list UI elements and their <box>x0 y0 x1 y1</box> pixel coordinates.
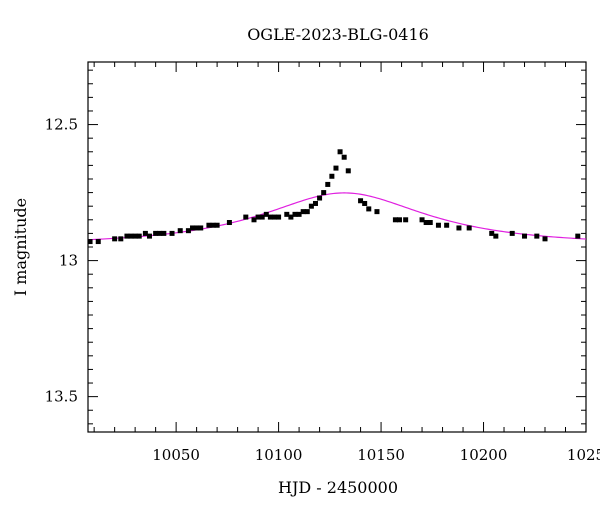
y-tick-label: 12.5 <box>45 116 78 134</box>
data-point <box>534 233 540 239</box>
data-point <box>128 233 134 239</box>
chart-title: OGLE-2023-BLG-0416 <box>247 25 429 44</box>
data-point <box>161 230 167 236</box>
data-point <box>321 190 327 196</box>
data-point <box>194 225 200 231</box>
x-axis-label: HJD - 2450000 <box>278 478 398 497</box>
data-point <box>341 154 347 160</box>
data-point <box>296 211 302 217</box>
data-point <box>95 239 101 245</box>
data-point <box>153 230 159 236</box>
y-axis-ticks <box>88 69 586 425</box>
y-axis-tick-labels: 12.5 13 13.5 <box>45 116 78 406</box>
data-point <box>304 209 310 215</box>
data-point <box>345 168 351 174</box>
data-point <box>190 225 196 231</box>
data-point <box>374 209 380 215</box>
data-point <box>226 220 232 226</box>
data-point <box>112 236 118 242</box>
data-point <box>427 220 433 226</box>
data-point <box>177 228 183 234</box>
data-point <box>288 214 294 220</box>
data-point <box>435 222 441 228</box>
data-point <box>157 230 163 236</box>
data-point <box>198 225 204 231</box>
plot-frame <box>87 61 587 433</box>
data-point <box>255 214 261 220</box>
data-point <box>358 198 364 204</box>
data-point <box>206 222 212 228</box>
data-point <box>366 206 372 212</box>
data-point <box>575 233 581 239</box>
data-point <box>267 214 273 220</box>
data-point <box>333 165 339 171</box>
data-point <box>493 233 499 239</box>
y-tick-label: 13 <box>59 252 78 270</box>
data-point <box>403 217 409 223</box>
data-point <box>423 220 429 226</box>
data-point <box>259 214 265 220</box>
data-points <box>87 149 581 245</box>
data-point <box>392 217 398 223</box>
data-point <box>362 200 368 206</box>
data-point <box>169 230 175 236</box>
data-point <box>397 217 403 223</box>
data-point <box>419 217 425 223</box>
data-point <box>466 225 472 231</box>
data-point <box>136 233 142 239</box>
data-point <box>124 233 130 239</box>
data-point <box>263 211 269 217</box>
data-point <box>489 230 495 236</box>
data-point <box>329 173 335 179</box>
x-axis-tick-labels: 10050 10100 10150 10200 1025 <box>152 446 600 464</box>
data-point <box>444 222 450 228</box>
x-tick-label: 10200 <box>460 446 508 464</box>
x-axis-ticks <box>93 62 587 432</box>
data-point <box>325 181 331 187</box>
data-point <box>522 233 528 239</box>
data-point <box>251 217 257 223</box>
x-tick-label: 10100 <box>255 446 303 464</box>
x-tick-label: 10050 <box>152 446 200 464</box>
y-axis-label: I magnitude <box>11 198 30 296</box>
x-tick-label: 10150 <box>357 446 405 464</box>
data-point <box>118 236 124 242</box>
data-point <box>456 225 462 231</box>
data-point <box>243 214 249 220</box>
data-point <box>308 203 314 209</box>
data-point <box>337 149 343 155</box>
y-tick-label: 13.5 <box>45 388 78 406</box>
x-tick-label: 1025 <box>567 446 600 464</box>
data-point <box>142 230 148 236</box>
data-point <box>292 211 298 217</box>
data-point <box>317 195 323 201</box>
data-point <box>146 233 152 239</box>
data-point <box>271 214 277 220</box>
data-point <box>276 214 282 220</box>
data-point <box>132 233 138 239</box>
data-point <box>185 228 191 234</box>
data-point <box>210 222 216 228</box>
data-point <box>214 222 220 228</box>
data-point <box>284 211 290 217</box>
data-point <box>509 230 515 236</box>
data-point <box>312 200 318 206</box>
data-point <box>87 239 93 245</box>
data-point <box>542 236 548 242</box>
data-point <box>300 209 306 215</box>
